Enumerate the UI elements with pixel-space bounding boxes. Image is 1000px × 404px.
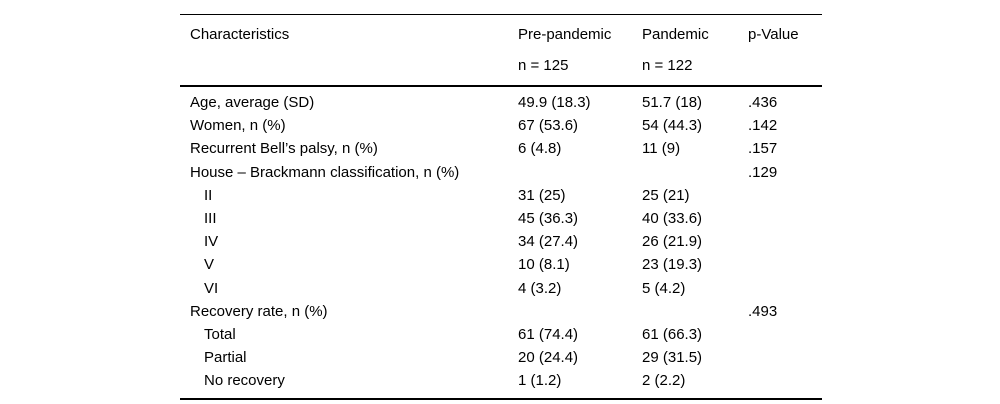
row-label: Partial — [204, 349, 247, 367]
header-blank — [748, 55, 822, 76]
row-label: No recovery — [204, 372, 285, 390]
row-label: Recovery rate, n (%) — [190, 302, 328, 320]
row-label: II — [204, 186, 213, 204]
table-row: Partial 20 (24.4) 29 (31.5) — [180, 346, 822, 369]
table-row: Age, average (SD) 49.9 (18.3) 51.7 (18) … — [180, 91, 822, 114]
cell-pre-pandemic: 45 (36.3) — [518, 210, 579, 228]
header-pre-pandemic: Pre-pandemic — [518, 26, 612, 43]
table-header: Characteristics Pre-pandemic Pandemic p-… — [180, 14, 822, 87]
header-blank — [180, 55, 518, 76]
row-label: V — [204, 256, 215, 274]
cell-pandemic: 2 (2.2) — [642, 372, 686, 390]
cell-p-value: .436 — [748, 94, 778, 112]
row-label: VI — [204, 279, 219, 297]
cell-pandemic: 5 (4.2) — [642, 279, 686, 297]
row-label: Age, average (SD) — [190, 94, 315, 112]
cell-p-value: .142 — [748, 117, 778, 135]
cell-pre-pandemic: 61 (74.4) — [518, 325, 579, 343]
header-pandemic: Pandemic — [642, 26, 709, 43]
row-label: IV — [204, 233, 219, 251]
cell-p-value: .129 — [748, 163, 778, 181]
row-label: III — [204, 210, 217, 228]
table-row: Women, n (%) 67 (53.6) 54 (44.3) .142 — [180, 114, 822, 137]
cell-pandemic: 11 (9) — [642, 140, 681, 158]
header-p-value: p-Value — [748, 26, 799, 43]
cell-pandemic: 51.7 (18) — [642, 94, 703, 112]
header-row-titles: Characteristics Pre-pandemic Pandemic p-… — [180, 24, 822, 45]
table-row: VI 4 (3.2) 5 (4.2) — [180, 277, 822, 300]
table-row: No recovery 1 (1.2) 2 (2.2) — [180, 369, 822, 392]
row-label: Recurrent Bell’s palsy, n (%) — [190, 140, 378, 158]
cell-pandemic: 26 (21.9) — [642, 233, 703, 251]
table-body: Age, average (SD) 49.9 (18.3) 51.7 (18) … — [180, 87, 822, 401]
table-row: II 31 (25) 25 (21) — [180, 184, 822, 207]
table-row: Recurrent Bell’s palsy, n (%) 6 (4.8) 11… — [180, 137, 822, 160]
table-row: IV 34 (27.4) 26 (21.9) — [180, 230, 822, 253]
cell-pre-pandemic: 20 (24.4) — [518, 349, 579, 367]
table-row: Recovery rate, n (%) .493 — [180, 300, 822, 323]
cell-p-value: .157 — [748, 140, 778, 158]
cell-pandemic: 29 (31.5) — [642, 349, 703, 367]
header-pre-pandemic-n: n = 125 — [518, 57, 569, 74]
cell-pandemic: 40 (33.6) — [642, 210, 703, 228]
cell-pre-pandemic: 67 (53.6) — [518, 117, 579, 135]
cell-p-value: .493 — [748, 302, 778, 320]
table-row: Total 61 (74.4) 61 (66.3) — [180, 323, 822, 346]
cell-pre-pandemic: 6 (4.8) — [518, 140, 562, 158]
cell-pandemic: 54 (44.3) — [642, 117, 703, 135]
table-row: House – Brackmann classification, n (%) … — [180, 161, 822, 184]
cell-pre-pandemic: 1 (1.2) — [518, 372, 562, 390]
table-row: III 45 (36.3) 40 (33.6) — [180, 207, 822, 230]
cell-pre-pandemic: 10 (8.1) — [518, 256, 570, 274]
row-label: House – Brackmann classification, n (%) — [190, 163, 460, 181]
row-label: Women, n (%) — [190, 117, 286, 135]
table-row: V 10 (8.1) 23 (19.3) — [180, 253, 822, 276]
cell-pandemic: 23 (19.3) — [642, 256, 703, 274]
cell-pre-pandemic: 49.9 (18.3) — [518, 94, 591, 112]
header-row-counts: n = 125 n = 122 — [180, 55, 822, 76]
cell-pre-pandemic: 34 (27.4) — [518, 233, 579, 251]
cell-pandemic: 61 (66.3) — [642, 325, 703, 343]
row-label: Total — [204, 325, 236, 343]
header-characteristics: Characteristics — [190, 26, 290, 43]
cell-pre-pandemic: 4 (3.2) — [518, 279, 562, 297]
header-pandemic-n: n = 122 — [642, 57, 693, 74]
cell-pandemic: 25 (21) — [642, 186, 690, 204]
cell-pre-pandemic: 31 (25) — [518, 186, 566, 204]
characteristics-table: Characteristics Pre-pandemic Pandemic p-… — [180, 14, 822, 401]
